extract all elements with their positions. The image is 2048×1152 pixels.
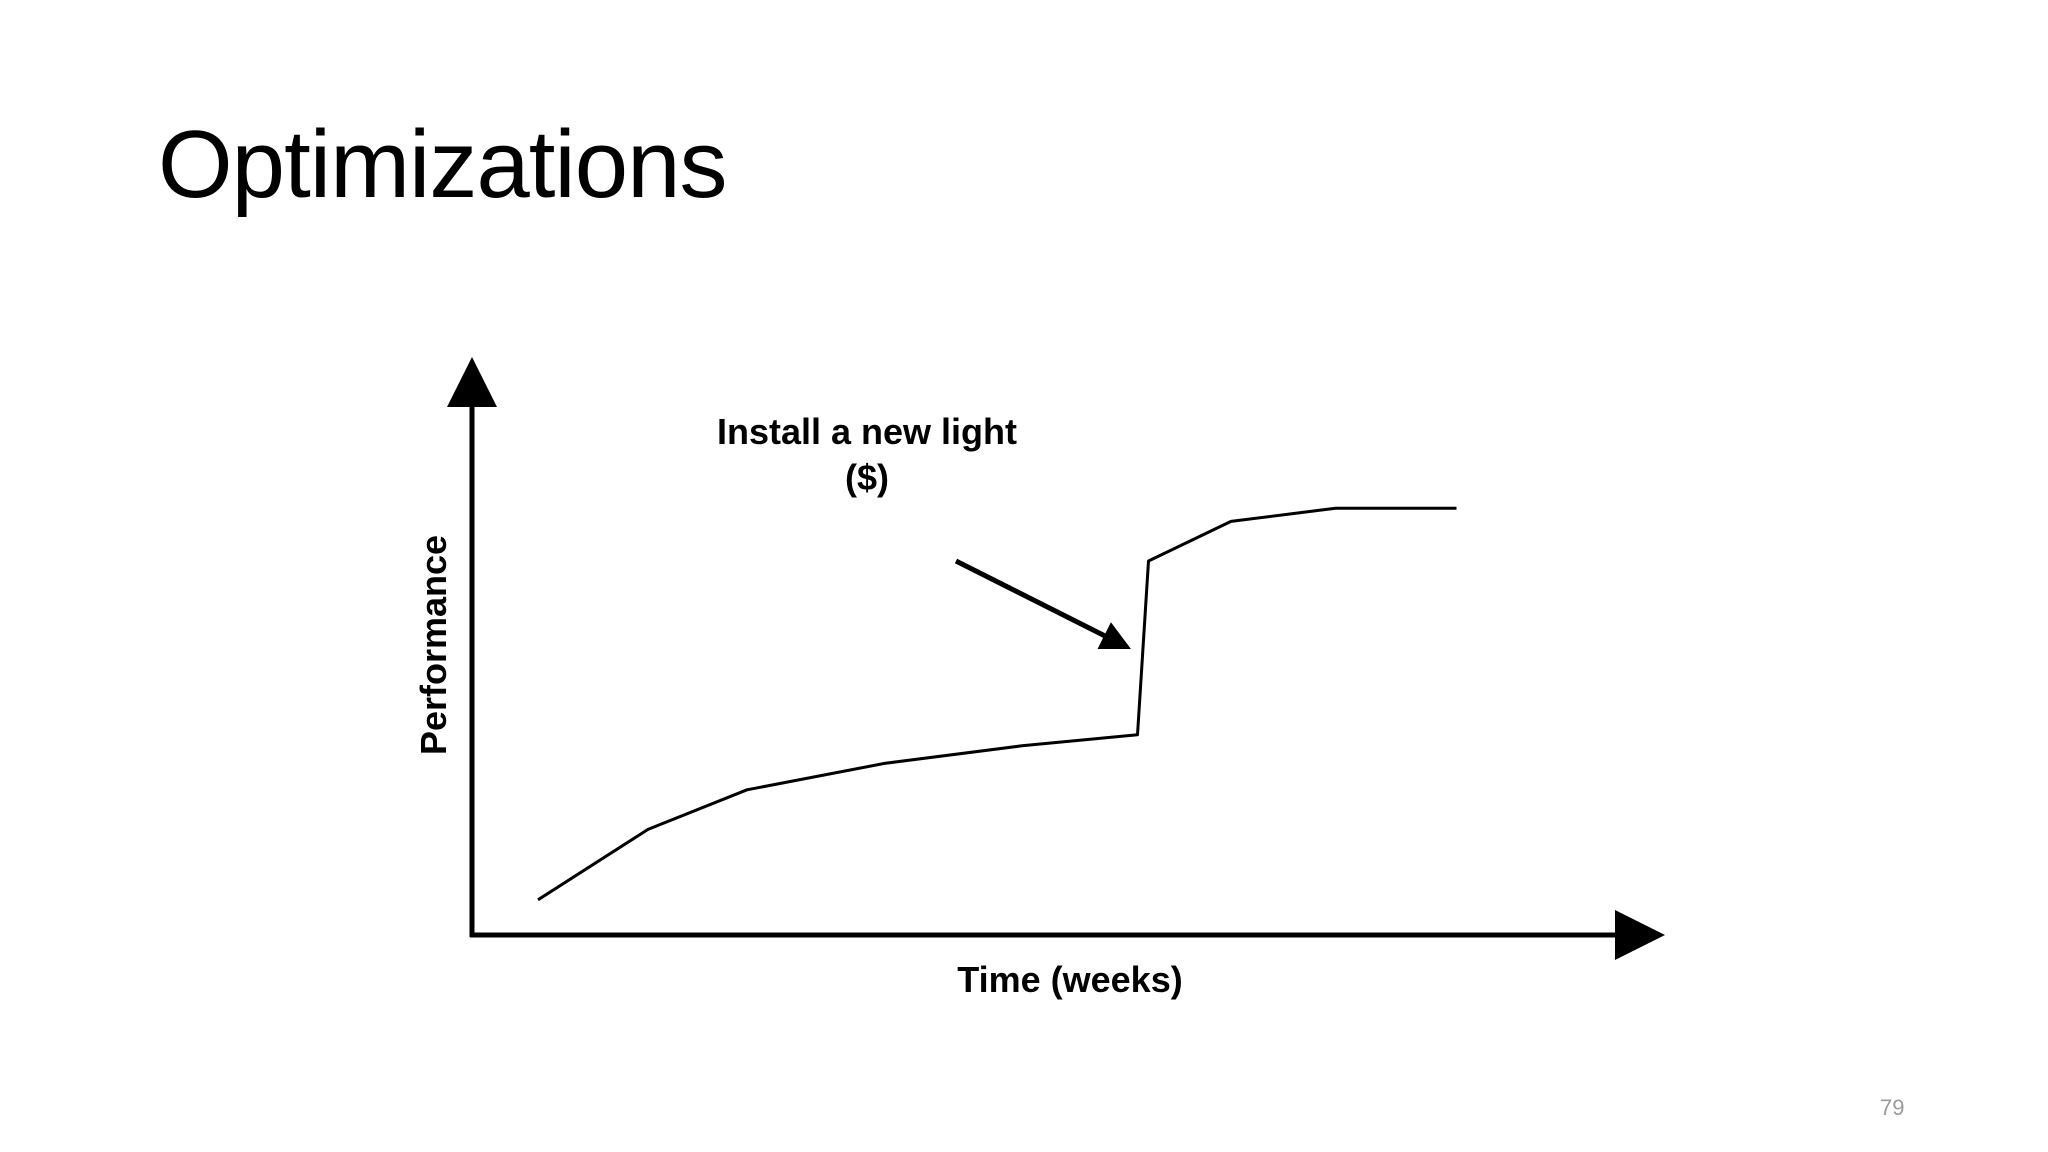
annotation-line: ($): [845, 457, 889, 498]
series-layer: [537, 506, 1457, 902]
annotation-arrow: [954, 558, 1131, 650]
page-number: 79: [1880, 1095, 1905, 1120]
annotation-line: Install a new light: [717, 411, 1017, 452]
slide-title: Optimizations: [158, 111, 728, 218]
series-line-0: [537, 506, 1457, 902]
annotation-layer: Install a new light ($): [717, 411, 1131, 650]
y-axis-label: Performance: [413, 535, 454, 755]
x-axis-label: Time (weeks): [957, 959, 1182, 1000]
annotation-label: Install a new light ($): [717, 411, 1017, 498]
